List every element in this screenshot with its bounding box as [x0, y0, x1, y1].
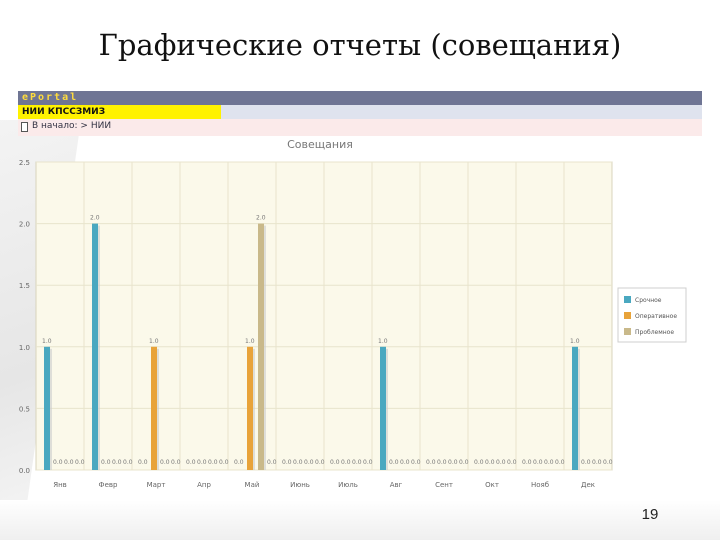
- bar: [258, 223, 264, 470]
- x-tick-label: Март: [147, 481, 166, 489]
- y-tick-label: 0.5: [19, 405, 30, 413]
- x-tick-label: Апр: [197, 481, 211, 489]
- data-label: 2.0: [90, 215, 100, 222]
- bar: [92, 223, 98, 470]
- x-tick-label: Авг: [390, 481, 403, 489]
- legend-swatch: [624, 312, 631, 319]
- y-tick-label: 1.0: [19, 344, 30, 352]
- legend-swatch: [624, 328, 631, 335]
- data-label: 0.0: [101, 459, 111, 466]
- data-label: 0.0: [282, 459, 292, 466]
- x-tick-label: Февр: [99, 481, 118, 489]
- data-label: 2.0: [256, 215, 266, 222]
- data-label: 0.0: [171, 459, 181, 466]
- data-label: 0.0: [522, 459, 532, 466]
- slide-title: Графические отчеты (совещания): [98, 28, 622, 62]
- y-tick-label: 2.5: [19, 159, 30, 167]
- legend-swatch: [624, 296, 631, 303]
- data-label: 0.0: [555, 459, 565, 466]
- data-label: 0.0: [507, 459, 517, 466]
- background-swoosh-bottom: [0, 500, 720, 540]
- data-label: 1.0: [378, 338, 388, 345]
- data-label: 0.0: [186, 459, 196, 466]
- x-tick-label: Янв: [53, 481, 67, 489]
- x-tick-label: Май: [245, 481, 260, 489]
- data-label: 0.0: [448, 459, 458, 466]
- data-label: 0.0: [341, 459, 351, 466]
- data-label: 1.0: [570, 338, 580, 345]
- portal-header: ePortal: [18, 91, 702, 105]
- data-label: 0.0: [75, 459, 85, 466]
- data-label: 0.0: [234, 459, 244, 466]
- x-tick-label: Дек: [581, 481, 595, 489]
- bar: [44, 346, 50, 470]
- data-label: 0.0: [581, 459, 591, 466]
- y-tick-label: 0.0: [19, 467, 30, 475]
- bar: [380, 346, 386, 470]
- data-label: 0.0: [219, 459, 229, 466]
- x-tick-label: Нояб: [531, 481, 549, 489]
- data-label: 0.0: [112, 459, 122, 466]
- x-tick-label: Сент: [435, 481, 453, 489]
- x-tick-label: Июль: [338, 481, 358, 489]
- x-tick-label: Июнь: [290, 481, 310, 489]
- data-label: 0.0: [267, 459, 277, 466]
- bar: [151, 346, 157, 470]
- bar: [247, 346, 253, 470]
- data-label: 0.0: [592, 459, 602, 466]
- y-tick-label: 1.5: [19, 282, 30, 290]
- document-icon: [21, 122, 28, 132]
- data-label: 0.0: [293, 459, 303, 466]
- data-label: 1.0: [245, 338, 255, 345]
- data-label: 0.0: [330, 459, 340, 466]
- data-label: 0.0: [496, 459, 506, 466]
- data-label: 0.0: [411, 459, 421, 466]
- y-tick-label: 2.0: [19, 221, 30, 229]
- data-label: 0.0: [160, 459, 170, 466]
- data-label: 0.0: [426, 459, 436, 466]
- page-number: 19: [641, 506, 659, 523]
- data-label: 0.0: [400, 459, 410, 466]
- data-label: 0.0: [485, 459, 495, 466]
- data-label: 0.0: [138, 459, 148, 466]
- data-label: 0.0: [304, 459, 314, 466]
- breadcrumb-bar: В начало: > НИИ: [18, 119, 702, 136]
- portal-logo[interactable]: ePortal: [22, 92, 79, 103]
- org-bar: НИИ КПССЗМИЗ: [18, 105, 702, 119]
- data-label: 0.0: [544, 459, 554, 466]
- data-label: 0.0: [315, 459, 325, 466]
- data-label: 0.0: [64, 459, 74, 466]
- chart-title: Совещания: [287, 138, 353, 151]
- data-label: 0.0: [474, 459, 484, 466]
- data-label: 0.0: [603, 459, 613, 466]
- data-label: 0.0: [123, 459, 133, 466]
- legend-label: Срочное: [635, 297, 662, 304]
- data-label: 0.0: [197, 459, 207, 466]
- data-label: 0.0: [208, 459, 218, 466]
- data-label: 0.0: [437, 459, 447, 466]
- x-tick-label: Окт: [485, 481, 499, 489]
- data-label: 0.0: [459, 459, 469, 466]
- breadcrumb[interactable]: В начало: > НИИ: [32, 121, 112, 131]
- data-label: 1.0: [42, 338, 52, 345]
- data-label: 0.0: [389, 459, 399, 466]
- org-label[interactable]: НИИ КПССЗМИЗ: [18, 105, 221, 119]
- data-label: 0.0: [53, 459, 63, 466]
- bar: [572, 346, 578, 470]
- data-label: 0.0: [352, 459, 362, 466]
- legend-label: Оперативное: [635, 313, 677, 320]
- legend-label: Проблемное: [635, 329, 674, 336]
- data-label: 1.0: [149, 338, 159, 345]
- data-label: 0.0: [533, 459, 543, 466]
- data-label: 0.0: [363, 459, 373, 466]
